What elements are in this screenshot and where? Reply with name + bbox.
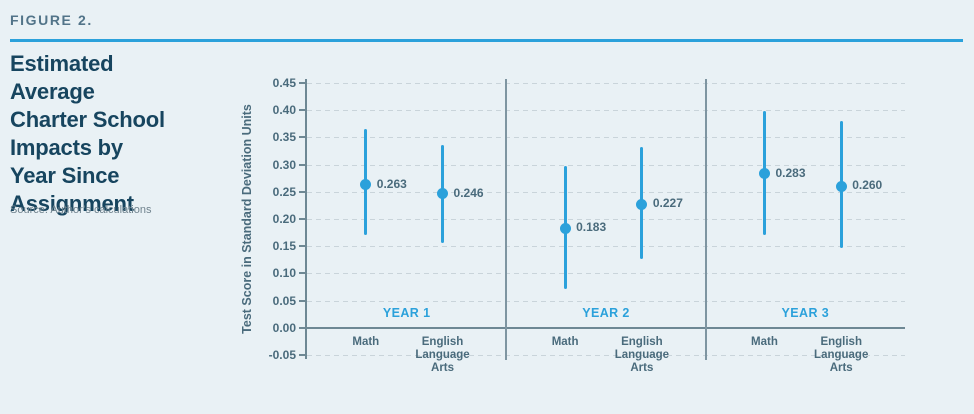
- y-tick-label: 0.00: [272, 320, 296, 335]
- data-point-dot: [758, 168, 770, 180]
- y-tick-label: 0.20: [272, 212, 296, 226]
- y-tick-label: -0.05: [268, 348, 296, 362]
- year-label: YEAR 3: [781, 306, 830, 320]
- year-label: YEAR 1: [382, 306, 431, 320]
- y-gridline: [307, 355, 905, 356]
- y-axis-line: [305, 79, 307, 359]
- y-tick-label: 0.05: [272, 293, 296, 308]
- y-tick-label: 0.25: [272, 184, 296, 199]
- category-label: Math: [352, 336, 380, 348]
- y-tick-label: 0.45: [272, 76, 296, 90]
- value-label: 0.227: [652, 196, 683, 211]
- y-tick-mark: [299, 218, 306, 220]
- category-label: English Language Arts: [614, 336, 670, 374]
- figure-number-label: FIGURE 2.: [10, 12, 93, 28]
- y-gridline: [307, 110, 905, 112]
- y-tick-mark: [299, 82, 306, 84]
- value-label: 0.183: [576, 220, 607, 235]
- data-point-dot: [636, 198, 648, 210]
- category-label: English Language Arts: [415, 336, 470, 374]
- y-tick-label: 0.30: [272, 157, 296, 172]
- source-note: Source: Author’s calculations: [10, 204, 152, 216]
- category-label: English Language Arts: [814, 336, 869, 374]
- y-gridline: [307, 219, 905, 220]
- data-point-dot: [835, 180, 847, 192]
- y-tick-mark: [299, 272, 306, 275]
- y-tick-label: 0.35: [272, 130, 296, 145]
- y-tick-mark: [299, 190, 306, 193]
- y-tick-label: 0.40: [272, 103, 296, 118]
- y-tick-mark: [299, 326, 306, 329]
- y-tick-label: 0.15: [272, 239, 296, 254]
- y-gridline: [307, 137, 905, 139]
- y-tick-mark: [299, 109, 306, 112]
- value-label: 0.283: [775, 165, 806, 180]
- y-tick-mark: [299, 354, 306, 356]
- y-tick-mark: [299, 163, 306, 166]
- zero-baseline: [307, 326, 905, 329]
- y-gridline: [307, 164, 905, 166]
- data-point-dot: [437, 188, 449, 200]
- y-gridline: [307, 246, 905, 248]
- category-label: Math: [551, 336, 579, 348]
- chart-title: Estimated Average Charter School Impacts…: [10, 51, 165, 216]
- value-label: 0.263: [376, 176, 407, 191]
- year-label: YEAR 2: [582, 306, 630, 320]
- data-point-dot: [360, 179, 372, 191]
- value-label: 0.260: [852, 178, 883, 193]
- panel-separator: [704, 79, 707, 360]
- y-gridline: [307, 83, 905, 84]
- y-tick-mark: [299, 136, 306, 139]
- y-tick-mark: [299, 299, 306, 302]
- y-gridline: [307, 191, 905, 193]
- y-tick-mark: [299, 245, 306, 248]
- panel-separator: [505, 79, 508, 360]
- y-gridline: [307, 300, 905, 302]
- y-gridline: [307, 273, 905, 275]
- data-point-dot: [559, 222, 571, 234]
- value-label: 0.246: [453, 185, 484, 200]
- y-tick-label: 0.10: [272, 266, 296, 281]
- accent-rule: [10, 39, 963, 42]
- category-label: Math: [751, 336, 778, 348]
